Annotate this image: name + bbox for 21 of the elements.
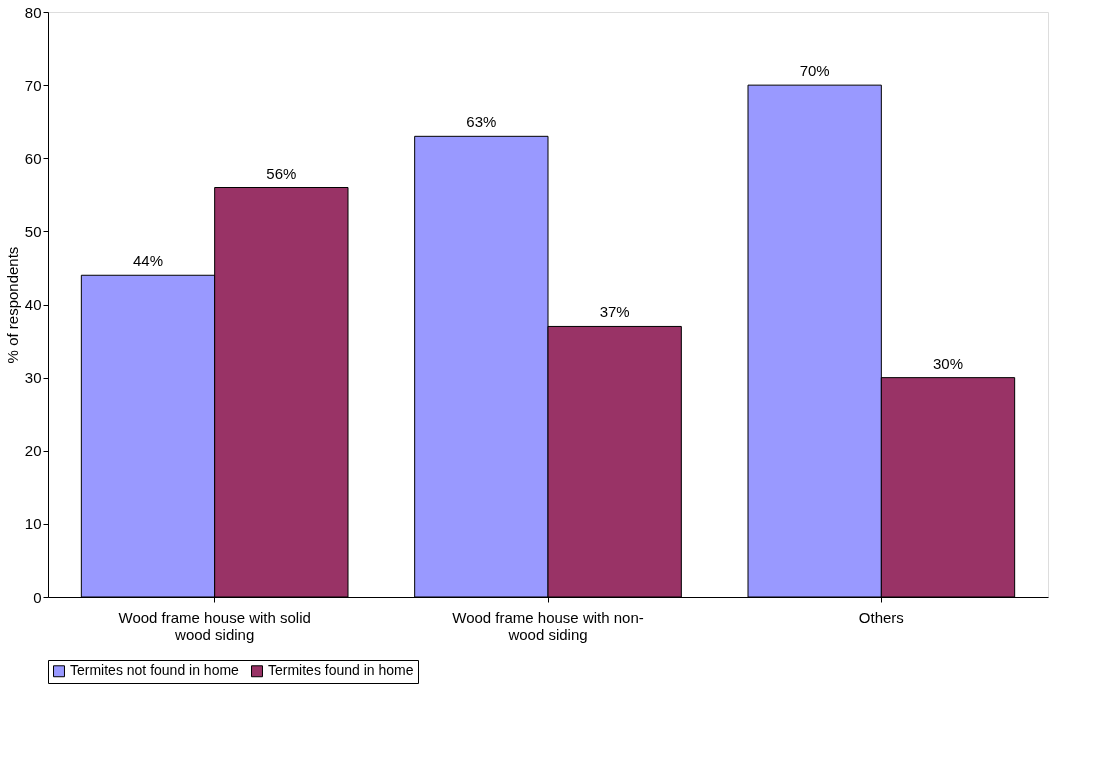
y-tick-label: 30	[24, 369, 42, 387]
y-tick-label: 50	[24, 222, 42, 240]
y-tick-label: 40	[24, 296, 42, 313]
data-label: 63%	[466, 113, 497, 131]
y-tick-label: 20	[24, 442, 42, 460]
y-tick-label: 80	[24, 3, 42, 21]
data-label: 44%	[132, 252, 164, 270]
y-tick-label: 70	[24, 76, 42, 94]
legend-label: Termites not found in home	[70, 662, 240, 679]
x-tick-label: Others	[858, 608, 904, 626]
legend-label: Termites found in home	[268, 662, 414, 679]
y-tick-label: 0	[33, 588, 42, 606]
data-label: 30%	[932, 354, 964, 372]
data-label: 56%	[266, 164, 297, 182]
y-tick-label: 60	[24, 149, 42, 167]
y-tick-label: 10	[24, 515, 42, 533]
data-label: 70%	[799, 62, 830, 80]
x-tick-label: Wood frame house with non-wood siding	[452, 608, 644, 643]
data-label: 37%	[599, 303, 630, 321]
x-tick-label: Wood frame house with solid wood siding	[118, 608, 311, 643]
y-axis-title: % of respondents	[3, 246, 21, 364]
